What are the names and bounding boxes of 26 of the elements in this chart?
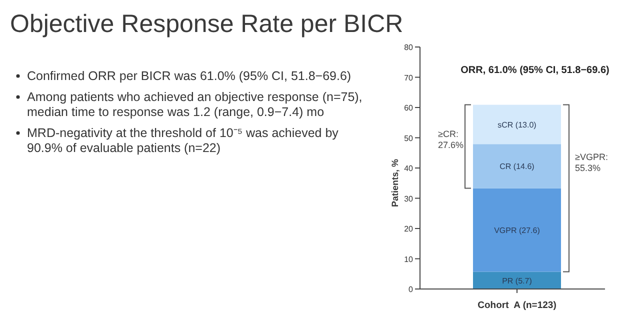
y-tick-label: 50 [404, 134, 414, 143]
y-tick-label: 60 [404, 104, 414, 112]
text: Objective Response Rate per BICR [10, 10, 404, 38]
y-axis-title: Patients, % [390, 158, 400, 208]
bar [473, 144, 561, 188]
text: sCR (13.0) [498, 120, 536, 130]
y-tick-label: 10 [404, 254, 414, 264]
x-tick-label: Cohort A (n=123) [478, 300, 556, 311]
y-tick-label: 40 [404, 164, 414, 173]
y-tick-label: 70 [404, 73, 414, 82]
annotation: ≥CR: 27.6% [438, 129, 464, 150]
text: Among patients who achieved an objective response (n=75), median time to response was 1.2 (range, 0.9−7.4) mo [27, 90, 362, 119]
y-tick-label: 80 [404, 43, 414, 52]
y-tick-label: 0 [408, 285, 414, 294]
annotation: ≥VGPR: 55.3% [575, 152, 608, 173]
bar [473, 272, 561, 289]
text: CR (14.6) [500, 162, 534, 172]
bar [473, 104, 561, 144]
annotation: ORR, 61.0% (95% CI, 51.8−69.6) [460, 65, 610, 76]
text: Confirmed ORR per BICR was 61.0% (95% CI, 51.8−69.6) [27, 69, 352, 83]
text: MRD-negativity at the threshold of 10⁻⁵ was achieved by 90.9% of evaluable patients (n=22) [27, 126, 340, 155]
text: PR (5.7) [502, 276, 532, 286]
bar [473, 188, 561, 272]
y-tick-label: 20 [404, 224, 414, 234]
text: VGPR (27.6) [494, 226, 540, 236]
y-tick-label: 30 [404, 194, 414, 204]
